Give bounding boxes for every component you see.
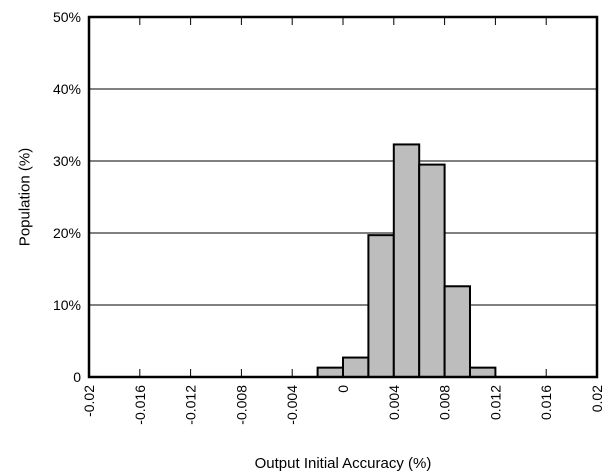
bars [316,143,497,379]
x-tick-label: -0.02 [81,385,97,417]
x-tick-label: -0.008 [233,385,249,425]
x-tick-label: 0.008 [437,385,453,420]
plot-area-frame [87,15,599,379]
histogram-bar [342,356,370,378]
histogram-bar [469,366,497,379]
histogram-bar [367,234,395,378]
histogram-bar [392,143,421,378]
y-tick-label: 30% [53,153,81,169]
grid-lines [89,88,597,306]
y-axis-title: Population (%) [16,148,33,246]
y-tick-label: 50% [53,9,81,25]
x-tick-label: -0.004 [284,385,300,425]
x-tick-label: 0.004 [386,385,402,420]
histogram-bar [418,163,446,378]
x-tick-label: 0.012 [487,385,503,420]
x-tick-labels: -0.02 -0.016 -0.012 -0.008 -0.004 0 0.004 0.008… [81,385,604,425]
x-axis-title: Output Initial Accuracy (%) [255,455,432,472]
y-tick-labels: 0 10% 20% 30% 40% 50% [53,9,81,385]
y-tick-label: 0 [73,369,81,385]
histogram-bar [443,285,472,378]
x-tick-label: 0 [335,385,351,393]
x-tick-label: 0.02 [589,385,604,412]
axis-ticks [88,17,598,377]
y-tick-label: 40% [53,81,81,97]
histogram-bar [316,366,345,379]
x-tick-label: -0.016 [132,385,148,425]
y-tick-label: 20% [53,225,81,241]
x-tick-label: -0.012 [183,385,199,425]
y-tick-label: 10% [53,297,81,313]
x-tick-label: 0.016 [538,385,554,420]
